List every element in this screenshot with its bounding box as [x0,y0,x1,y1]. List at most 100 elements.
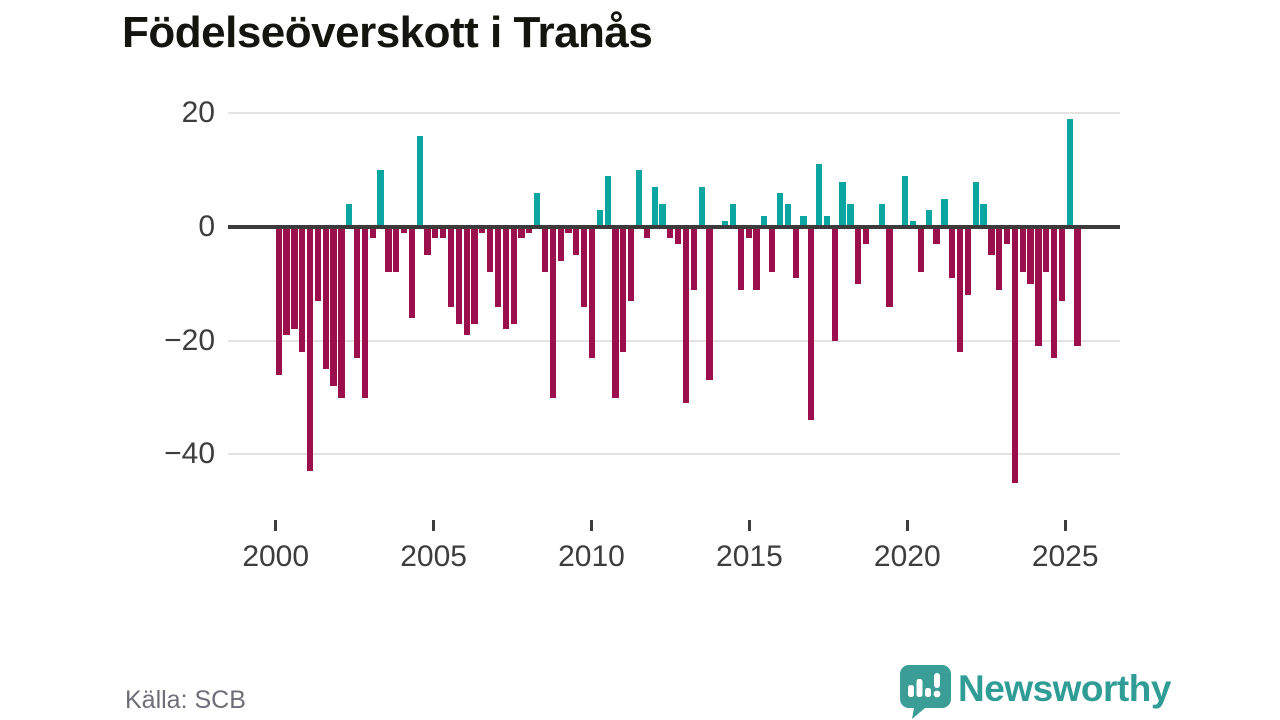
bar [792,227,799,279]
y-tick-label: −40 [164,437,215,471]
y-tick-label: 0 [198,210,215,243]
bar [722,221,729,227]
bar [291,227,298,330]
x-tick-label: 2010 [558,540,625,573]
bar [949,227,956,279]
bar [306,227,314,472]
bar [808,227,815,421]
bar [815,164,823,227]
x-tick-label: 2020 [873,540,941,573]
bar [361,227,368,398]
bar [416,136,423,227]
bar [917,227,925,273]
bar [510,227,517,324]
bar [753,227,760,290]
x-tick-mark [747,520,751,531]
bar [855,227,862,284]
bar [1058,227,1066,301]
bar [534,192,541,227]
bar [831,227,838,341]
bar [353,227,361,358]
bar [1003,227,1011,245]
bar [604,175,611,227]
bar [956,227,964,353]
bar [393,227,400,273]
bar [494,227,502,307]
bar [518,227,525,239]
bar [1027,227,1034,284]
bar [502,227,509,330]
bar [440,227,447,239]
zero-axis-line [228,225,1120,229]
x-tick-mark [590,520,593,531]
bar [565,227,572,233]
bar [455,227,462,324]
bar [432,227,439,239]
y-tick-label: −20 [164,323,215,357]
bar [314,227,321,301]
bar [526,227,533,233]
bar [925,209,932,227]
bar [761,215,768,227]
bar [620,227,627,353]
bar [823,215,831,227]
bar [839,181,846,227]
bar [902,175,909,227]
bar [980,204,987,227]
newsworthy-bubble-chart-icon [898,664,952,720]
bar [675,227,682,245]
bar [964,227,972,296]
bar [322,227,329,370]
gridline-y--20 [228,339,1120,342]
bar [275,227,282,375]
bar [299,227,306,353]
bar [769,227,776,273]
bar [972,181,979,227]
bar [1019,227,1026,273]
bar [628,227,635,301]
bar [651,187,658,227]
bar [588,227,596,358]
x-tick-mark [905,520,909,531]
bar [596,209,603,227]
source-caption: Källa: SCB [125,686,246,714]
x-tick-mark [432,520,436,531]
bar [941,198,948,227]
x-tick-label: 2005 [400,540,467,573]
bar [400,227,408,233]
bar [612,227,619,398]
bar [776,192,784,227]
bar [690,227,697,290]
bar [878,204,885,227]
bar [369,227,376,239]
bar [541,227,549,273]
bar [667,227,674,239]
x-tick-label: 2000 [242,540,310,573]
newsworthy-logo: Newsworthy [898,662,1171,720]
bar [346,204,353,227]
bar [581,227,588,307]
gridline-y--40 [228,453,1120,456]
bar [487,227,494,273]
bar [463,227,470,335]
x-tick-label: 2025 [1031,540,1099,573]
bar [549,227,556,398]
bar [909,221,917,227]
bar [377,170,384,227]
bar [1043,227,1050,273]
y-tick-label: 20 [181,96,215,130]
bar [659,204,666,227]
bar [1035,227,1042,347]
x-tick-mark [1063,520,1067,531]
bar [643,227,650,239]
bar [408,227,415,318]
x-tick-mark [274,520,278,531]
bar [338,227,345,398]
bar [471,227,478,324]
bar [698,187,705,227]
bar [745,227,752,239]
bar [996,227,1003,290]
bar [1011,227,1019,483]
bar [635,170,643,227]
